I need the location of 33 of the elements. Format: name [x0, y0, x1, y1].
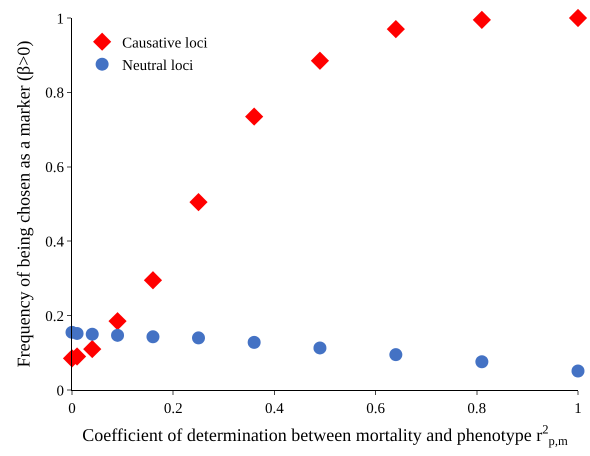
- legend-label: Neutral loci: [122, 58, 194, 74]
- y-tick-label: 0.6: [45, 160, 64, 176]
- point: [108, 312, 127, 330]
- y-tick-label: 0: [56, 383, 64, 400]
- x-tick-label: 0.2: [164, 401, 183, 417]
- x-tick-label: 0.8: [467, 401, 486, 417]
- x-tick-label: 0.4: [265, 401, 284, 417]
- x-tick-label: 0.6: [366, 401, 386, 417]
- point: [111, 328, 124, 342]
- legend-label: Causative loci: [122, 36, 208, 52]
- point: [310, 52, 330, 70]
- y-axis-title: Frequency of being chosen as a marker (β>0): [13, 40, 34, 368]
- y-tick-label: 1: [56, 11, 64, 28]
- point: [475, 355, 488, 368]
- point: [313, 341, 326, 354]
- point: [389, 348, 402, 362]
- point: [86, 328, 99, 341]
- point: [572, 364, 584, 378]
- x-tick-label: 1: [574, 401, 582, 417]
- point: [248, 336, 261, 349]
- y-tick-label: 0.4: [45, 234, 64, 250]
- point: [146, 330, 160, 344]
- point: [245, 107, 264, 126]
- point: [192, 331, 205, 344]
- point: [568, 8, 588, 28]
- point: [386, 20, 405, 38]
- point: [472, 10, 491, 29]
- x-tick-label: 0: [68, 401, 76, 417]
- point: [83, 340, 102, 358]
- point: [144, 271, 162, 290]
- y-tick-label: 0.8: [45, 86, 64, 102]
- point: [189, 193, 208, 212]
- y-tick-label: 0.2: [45, 308, 64, 325]
